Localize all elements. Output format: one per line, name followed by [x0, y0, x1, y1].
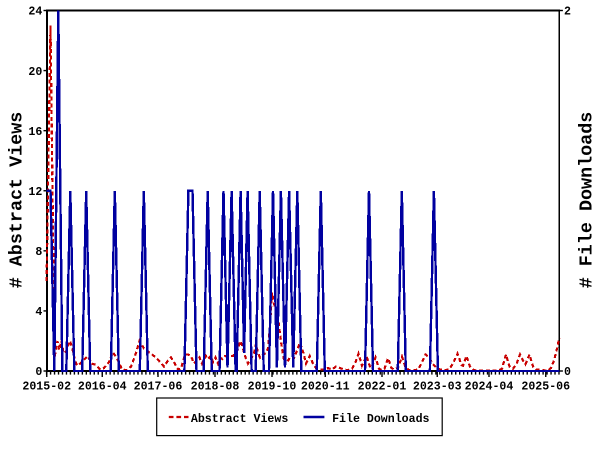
svg-text:0: 0: [564, 366, 571, 379]
svg-text:2017-06: 2017-06: [134, 381, 183, 394]
svg-text:0: 0: [35, 366, 42, 379]
svg-text:20: 20: [28, 66, 42, 79]
svg-text:12: 12: [28, 186, 42, 199]
svg-text:4: 4: [35, 306, 42, 319]
svg-text:2020-11: 2020-11: [301, 381, 350, 394]
svg-text:2016-04: 2016-04: [78, 381, 127, 394]
svg-text:8: 8: [35, 246, 42, 259]
svg-text:2023-03: 2023-03: [413, 381, 462, 394]
svg-text:2022-01: 2022-01: [358, 381, 407, 394]
svg-text:16: 16: [28, 126, 42, 139]
svg-text:# File Downloads: # File Downloads: [577, 112, 598, 289]
svg-text:2019-10: 2019-10: [248, 381, 297, 394]
svg-text:# Abstract Views: # Abstract Views: [7, 112, 28, 289]
svg-text:Abstract Views: Abstract Views: [191, 413, 288, 426]
svg-text:2024-04: 2024-04: [465, 381, 514, 394]
svg-text:24: 24: [28, 6, 42, 19]
svg-text:File Downloads: File Downloads: [332, 413, 429, 426]
svg-text:2: 2: [564, 6, 571, 19]
svg-text:2015-02: 2015-02: [22, 381, 71, 394]
svg-text:2018-08: 2018-08: [191, 381, 240, 394]
svg-text:2025-06: 2025-06: [521, 381, 570, 394]
